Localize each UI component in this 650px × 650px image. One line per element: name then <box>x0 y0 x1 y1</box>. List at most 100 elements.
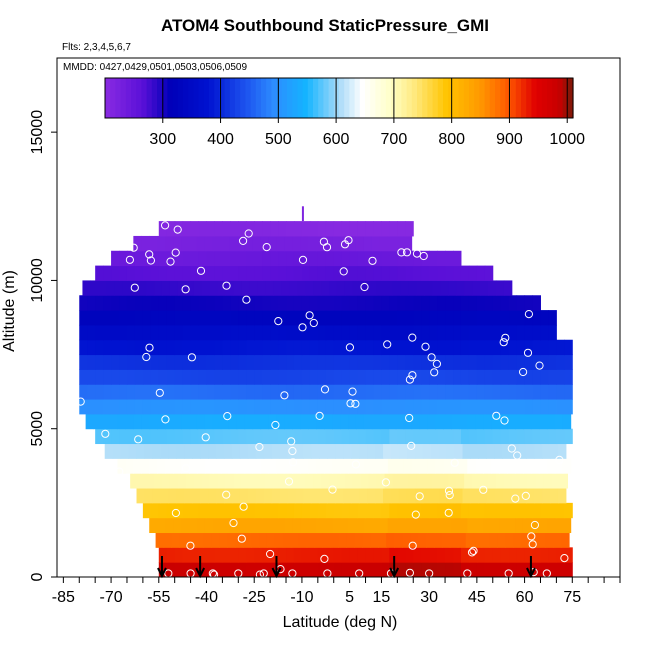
pressure-cell <box>325 250 335 267</box>
pressure-cell <box>246 428 255 445</box>
pressure-cell <box>278 295 287 311</box>
pressure-cell <box>349 502 359 519</box>
pressure-cell <box>286 547 295 563</box>
pressure-cell <box>445 339 454 356</box>
pressure-cell <box>397 221 406 237</box>
pressure-cell <box>301 562 311 578</box>
pressure-cell <box>491 517 500 534</box>
observation-point <box>415 492 424 501</box>
pressure-cell <box>103 354 112 370</box>
pressure-cell <box>344 473 354 489</box>
pressure-cell <box>301 339 311 356</box>
pressure-cell <box>503 280 513 296</box>
pressure-cell <box>103 310 112 326</box>
pressure-cell <box>397 324 406 341</box>
pressure-cell <box>548 562 557 578</box>
pressure-cell <box>119 310 128 326</box>
pressure-cell <box>119 295 128 311</box>
pressure-cell <box>204 235 214 252</box>
pressure-cell <box>301 265 311 281</box>
pressure-cell <box>254 354 263 370</box>
pressure-cell <box>193 473 203 489</box>
pressure-cell <box>126 324 136 341</box>
pressure-cell <box>206 324 215 341</box>
pressure-cell <box>158 310 168 326</box>
pressure-cell <box>190 547 200 563</box>
colorbar-segment <box>307 78 314 118</box>
pressure-cell <box>293 562 303 578</box>
pressure-cell <box>289 473 298 489</box>
pressure-cell <box>508 562 518 578</box>
pressure-cell <box>414 443 424 459</box>
pressure-cell <box>230 250 239 267</box>
pressure-cell <box>421 310 430 326</box>
pressure-cell <box>381 369 390 385</box>
pressure-cell <box>90 280 99 296</box>
pressure-cell <box>357 250 367 267</box>
pressure-cell <box>220 413 230 430</box>
pressure-cell <box>246 562 255 578</box>
colorbar-segment <box>359 78 366 118</box>
pressure-cell <box>451 413 460 430</box>
pressure-cell <box>478 488 487 504</box>
pressure-cell <box>111 399 120 415</box>
pressure-cell <box>524 324 534 341</box>
profile-arrow-head <box>271 567 282 579</box>
pressure-cell <box>343 443 352 459</box>
pressure-cell <box>381 310 390 326</box>
pressure-cell <box>379 413 389 430</box>
pressure-cell <box>564 384 573 400</box>
pressure-cell <box>524 547 534 563</box>
pressure-cell <box>293 354 303 370</box>
pressure-cell <box>429 339 438 356</box>
pressure-cell <box>460 384 470 400</box>
observation-point <box>186 541 195 550</box>
pressure-cell <box>112 443 122 459</box>
pressure-cell <box>230 547 239 563</box>
pressure-cell <box>174 324 184 341</box>
pressure-cell <box>166 339 176 356</box>
pressure-cell <box>495 473 505 489</box>
pressure-cell <box>448 473 457 489</box>
pressure-cell <box>249 473 258 489</box>
pressure-cell <box>184 443 193 459</box>
pressure-cell <box>142 384 152 400</box>
pressure-cell <box>341 265 351 281</box>
pressure-cell <box>317 547 327 563</box>
pressure-cell <box>119 384 128 400</box>
pressure-cell <box>360 473 370 489</box>
pressure-cell <box>230 354 239 370</box>
pressure-cell <box>189 235 198 252</box>
pressure-cell <box>518 443 527 459</box>
pressure-cell <box>141 458 150 474</box>
pressure-cell <box>293 369 303 385</box>
pressure-cell <box>457 532 467 548</box>
pressure-cell <box>254 310 263 326</box>
pressure-cell <box>500 428 510 445</box>
pressure-cell <box>87 354 96 370</box>
pressure-cell <box>435 458 444 474</box>
pressure-cell <box>460 324 470 341</box>
pressure-cell <box>405 295 414 311</box>
pressure-cell <box>352 473 362 489</box>
pressure-cell <box>327 443 336 459</box>
pressure-cell <box>562 517 572 534</box>
pressure-cell <box>141 235 150 252</box>
pressure-cell <box>236 517 246 534</box>
pressure-cell <box>357 354 367 370</box>
pressure-cell <box>157 413 166 430</box>
pressure-cell <box>349 354 359 370</box>
pressure-cell <box>286 310 295 326</box>
observation-point <box>287 437 296 446</box>
pressure-cell <box>208 488 217 504</box>
pressure-cell <box>357 502 367 519</box>
pressure-cell <box>405 547 414 563</box>
pressure-cell <box>230 369 239 385</box>
pressure-cell <box>416 473 425 489</box>
pressure-cell <box>357 399 367 415</box>
pressure-cell <box>254 265 263 281</box>
observation-point <box>315 411 324 420</box>
pressure-cell <box>317 502 327 519</box>
observation-point <box>320 385 330 394</box>
pressure-cell <box>429 502 438 519</box>
